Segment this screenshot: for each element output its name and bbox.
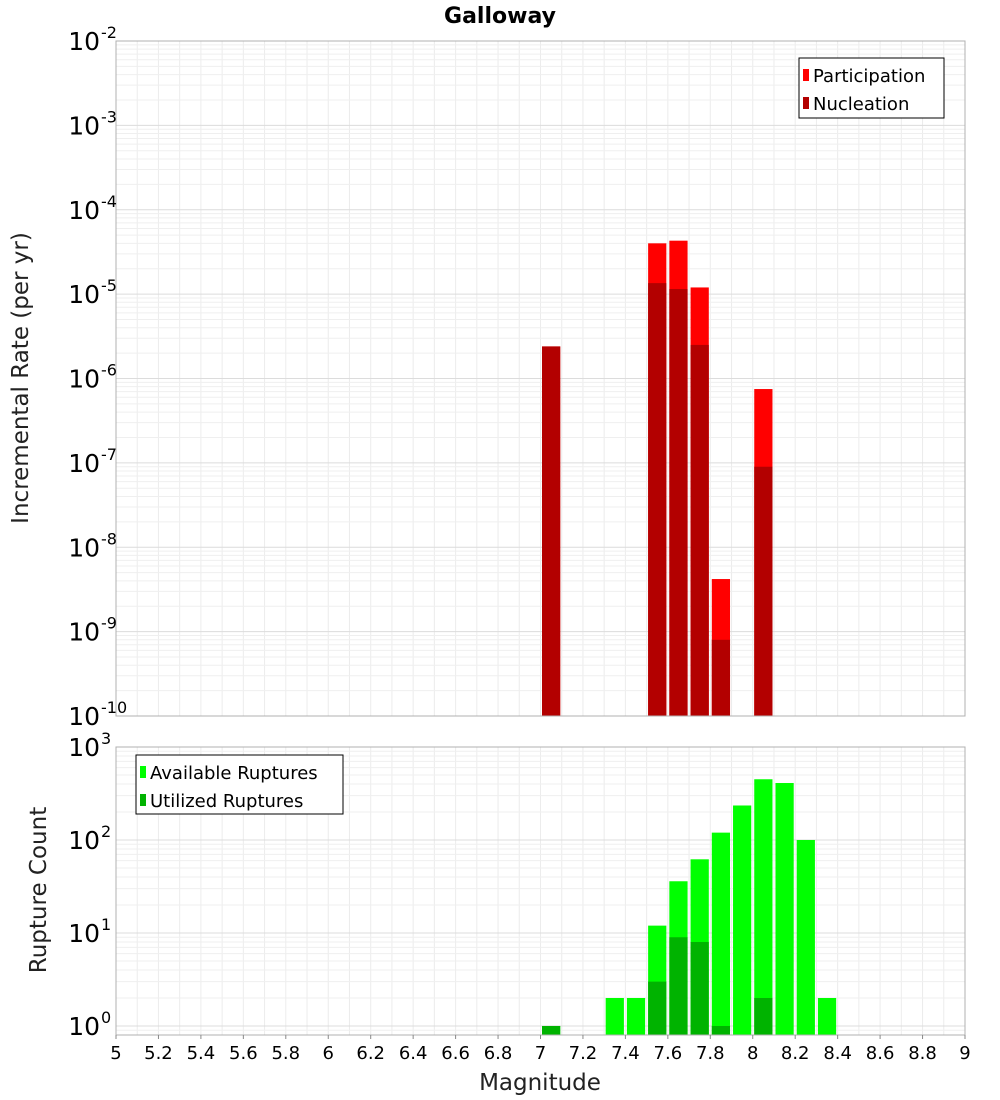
top-nucleation-bar-1 [648,283,667,716]
top-nucleation-bar-5 [754,466,773,716]
bottom-y-tick-label-2: 10 [68,919,100,948]
top-y-tick-exp-7: -9 [101,614,117,633]
bottom-utilized-ruptures-bar-0 [542,1025,561,1035]
top-nucleation-bar-2 [669,289,688,716]
top-legend-swatch-1 [803,97,809,109]
bottom-legend-swatch-1 [140,794,146,806]
x-tick-label-19: 8.8 [908,1043,937,1064]
bottom-available-ruptures-bar-7 [733,805,752,1035]
top-y-tick-exp-0: -2 [101,23,117,42]
x-tick-labels: 5 5.2 5.4 5.6 5.8 6 6.2 6.4 6.6 6.8 7 7.2 7.4 7.6 7.8 8… [110,1035,971,1064]
bottom-available-ruptures-bar-9 [775,783,794,1035]
x-tick-label-9: 6.8 [484,1043,513,1064]
bottom-utilized-ruptures-bar-5 [754,997,773,1035]
x-tick-label-7: 6.4 [399,1043,428,1064]
top-y-tick-exp-1: -3 [101,107,117,126]
top-y-tick-exp-4: -6 [101,361,117,380]
x-tick-label-16: 8.2 [781,1043,810,1064]
top-y-tick-label-6: 10 [68,533,100,562]
x-tick-label-2: 5.4 [187,1043,216,1064]
x-tick-label-18: 8.6 [866,1043,895,1064]
bottom-legend-label-0: Available Ruptures [150,763,318,784]
bottom-utilized-ruptures-bar-2 [669,937,688,1035]
top-y-tick-exp-3: -5 [101,276,117,295]
x-tick-label-20: 9 [959,1043,970,1064]
x-tick-label-0: 5 [110,1043,121,1064]
x-tick-label-4: 5.8 [271,1043,300,1064]
bottom-available-ruptures-bar-8 [754,779,773,1035]
bottom-y-tick-exp-0: 3 [101,729,111,748]
top-y-tick-label-1: 10 [68,111,100,140]
top-nucleation-bar-4 [711,639,731,716]
bottom-legend: Available Ruptures Utilized Ruptures [135,754,344,815]
top-nucleation-bar-0 [542,346,561,716]
bottom-y-tick-exp-1: 2 [101,822,111,841]
bottom-available-ruptures-bar-2 [626,997,646,1035]
top-y-tick-label-7: 10 [68,618,100,647]
x-tick-label-12: 7.4 [611,1043,640,1064]
top-y-tick-label-2: 10 [68,196,100,225]
bottom-y-tick-label-1: 10 [68,826,100,855]
x-tick-label-13: 7.6 [654,1043,683,1064]
x-tick-label-1: 5.2 [144,1043,173,1064]
x-tick-label-11: 7.2 [569,1043,598,1064]
x-tick-label-14: 7.8 [696,1043,725,1064]
top-legend-swatch-0 [803,69,809,81]
top-y-tick-label-3: 10 [68,280,100,309]
top-y-tick-label-4: 10 [68,365,100,394]
bottom-utilized-ruptures-bar-1 [648,981,667,1035]
top-y-tick-exp-2: -4 [101,192,117,211]
bottom-utilized-ruptures-bar-3 [690,942,709,1035]
bottom-y-tick-label-0: 10 [68,733,100,762]
top-y-tick-label-0: 10 [68,27,100,56]
x-tick-label-17: 8.4 [823,1043,852,1064]
top-legend: Participation Nucleation [798,57,945,119]
bottom-y-axis-label: Rupture Count [26,807,52,973]
x-tick-label-3: 5.6 [229,1043,258,1064]
x-tick-label-5: 6 [323,1043,334,1064]
bottom-available-ruptures-bar-6 [711,832,731,1035]
bottom-y-tick-label-3: 10 [68,1012,100,1041]
top-legend-label-0: Participation [813,66,925,87]
top-y-tick-exp-5: -7 [101,445,117,464]
x-tick-label-15: 8 [747,1043,758,1064]
top-y-tick-label-5: 10 [68,449,100,478]
x-tick-label-6: 6.2 [356,1043,385,1064]
top-y-tick-label-8: 10 [68,702,100,731]
top-y-axis-label: Incremental Rate (per yr) [8,232,34,524]
bottom-y-tick-exp-3: 0 [101,1008,111,1027]
bottom-available-ruptures-bar-1 [605,997,624,1035]
x-tick-label-8: 6.6 [441,1043,470,1064]
top-nucleation-bar-3 [690,344,709,716]
bottom-available-ruptures-bar-11 [817,997,837,1035]
x-tick-label-10: 7 [535,1043,546,1064]
bottom-legend-swatch-0 [140,766,146,778]
top-legend-label-1: Nucleation [813,94,909,115]
bottom-y-tick-exp-2: 1 [101,915,111,934]
top-y-tick-exp-8: -10 [101,698,127,717]
bottom-available-ruptures-bar-10 [796,839,815,1035]
top-y-tick-exp-6: -8 [101,529,117,548]
participation-nucleation-panel: 10-210-310-410-510-610-710-810-910 -10Par… [68,23,966,731]
bottom-legend-label-1: Utilized Ruptures [150,791,303,812]
chart-title: Galloway [444,4,556,29]
x-axis-label: Magnitude [479,1070,601,1096]
bottom-utilized-ruptures-bar-4 [711,1025,731,1035]
